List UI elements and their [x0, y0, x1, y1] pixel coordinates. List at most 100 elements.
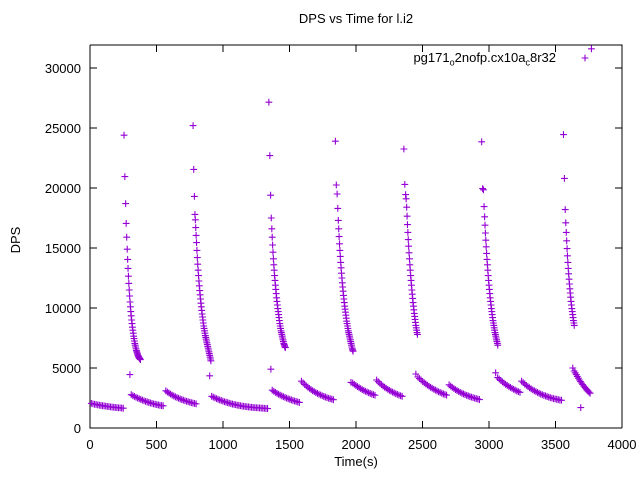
- data-point-plus: [401, 181, 409, 188]
- data-point-plus: [588, 45, 595, 53]
- data-point-plus: [191, 193, 198, 200]
- data-point-plus: [334, 205, 342, 212]
- x-axis-ticks: 0 500 1000 1500 2000 2500 3000 3500 4000: [86, 45, 636, 452]
- data-point-plus: [561, 175, 568, 182]
- data-point-plus: [194, 260, 202, 268]
- data-point-plus: [438, 389, 446, 397]
- legend-marker-plus: [581, 54, 589, 62]
- data-point-plus: [207, 357, 215, 365]
- chart-title: DPS vs Time for l.i2: [299, 11, 413, 26]
- data-point-plus: [119, 404, 127, 412]
- data-point-plus: [190, 166, 198, 173]
- data-point-plus: [494, 374, 502, 381]
- data-point-plus: [494, 341, 502, 349]
- x-tick-label: 4000: [608, 437, 637, 452]
- data-point-plus: [179, 396, 187, 404]
- data-point-plus: [414, 331, 421, 338]
- data-point-plus: [436, 389, 444, 396]
- data-point-plus: [464, 392, 472, 400]
- data-point-plus: [134, 394, 142, 402]
- data-point-plus: [278, 392, 286, 400]
- data-point-plus: [534, 389, 541, 396]
- data-point-plus: [124, 265, 132, 272]
- data-point-markers: [87, 45, 595, 412]
- data-point-plus: [513, 387, 521, 395]
- data-point-plus: [374, 378, 382, 386]
- data-point-plus: [406, 255, 413, 263]
- data-point-plus: [403, 212, 411, 220]
- data-point-plus: [334, 217, 342, 224]
- data-point-plus: [373, 376, 381, 384]
- data-point-plus: [122, 200, 130, 207]
- data-point-plus: [211, 394, 219, 402]
- data-point-plus: [219, 397, 227, 405]
- data-point-plus: [363, 388, 371, 396]
- data-point-plus: [137, 356, 144, 363]
- data-point-plus: [122, 220, 130, 227]
- data-point-plus: [336, 240, 343, 248]
- data-point-plus: [209, 393, 217, 401]
- data-point-plus: [266, 152, 274, 159]
- y-tick-label: 5000: [52, 361, 81, 376]
- data-point-plus: [569, 364, 577, 372]
- data-point-plus: [159, 402, 167, 410]
- data-point-plus: [125, 286, 133, 294]
- data-point-plus: [398, 392, 406, 400]
- data-point-plus: [270, 255, 277, 263]
- data-point-plus: [562, 229, 570, 236]
- data-point-plus: [331, 137, 339, 145]
- data-point-plus: [286, 395, 294, 403]
- data-point-plus: [283, 394, 290, 402]
- data-point-plus: [192, 224, 200, 231]
- data-point-plus: [268, 225, 276, 233]
- data-point-plus: [362, 387, 369, 395]
- data-point-plus: [586, 389, 594, 397]
- y-tick-label: 20000: [45, 181, 81, 196]
- x-tick-label: 3000: [475, 437, 504, 452]
- data-point-plus: [518, 377, 525, 385]
- y-tick-label: 15000: [45, 241, 81, 256]
- data-point-plus: [267, 365, 275, 373]
- data-point-plus: [193, 254, 201, 261]
- data-point-plus: [510, 385, 518, 393]
- data-point-plus: [335, 233, 343, 240]
- data-point-plus: [561, 206, 569, 213]
- data-point-plus: [125, 272, 132, 280]
- data-point-plus: [269, 248, 277, 256]
- data-point-plus: [139, 396, 146, 404]
- data-point-plus: [360, 387, 368, 394]
- data-point-plus: [214, 395, 222, 403]
- data-point-plus: [492, 369, 500, 377]
- data-point-plus: [432, 386, 439, 394]
- x-tick-label: 1000: [209, 437, 238, 452]
- data-point-plus: [140, 397, 148, 405]
- x-tick-label: 500: [146, 437, 168, 452]
- data-point-plus: [482, 236, 490, 244]
- data-point-plus: [332, 181, 340, 189]
- data-point-plus: [320, 393, 328, 400]
- data-point-plus: [371, 391, 379, 399]
- data-point-plus: [483, 250, 491, 257]
- data-point-plus: [132, 393, 140, 401]
- data-point-plus: [120, 131, 128, 139]
- data-point-plus: [318, 392, 326, 400]
- data-point-plus: [323, 394, 331, 402]
- data-point-plus: [441, 391, 449, 398]
- data-point-plus: [481, 221, 489, 229]
- data-point-plus: [314, 390, 321, 397]
- data-point-plus: [460, 390, 467, 398]
- data-point-plus: [540, 391, 548, 399]
- data-point-plus: [564, 259, 572, 266]
- data-point-plus: [537, 390, 545, 398]
- data-point-plus: [208, 392, 216, 400]
- legend-entry-label: pg171o2nofp.cx10ac8r32: [413, 50, 556, 68]
- data-point-plus: [414, 373, 422, 381]
- plot-axes-frame: [89, 44, 623, 429]
- data-point-plus: [558, 396, 565, 404]
- data-point-plus: [137, 396, 145, 403]
- data-point-plus: [455, 388, 463, 395]
- data-point-plus: [298, 377, 305, 385]
- data-point-plus: [125, 280, 133, 287]
- data-point-plus: [267, 191, 275, 199]
- data-point-plus: [585, 388, 593, 396]
